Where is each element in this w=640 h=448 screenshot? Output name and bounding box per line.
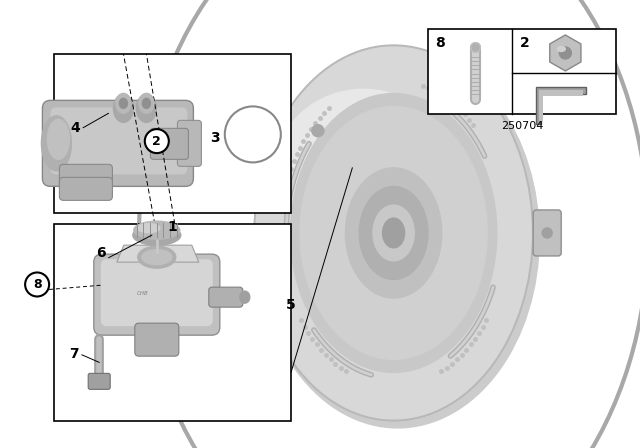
FancyBboxPatch shape [101,259,212,326]
Ellipse shape [373,205,414,261]
Ellipse shape [139,93,154,113]
Ellipse shape [291,94,497,372]
Ellipse shape [559,47,572,59]
Ellipse shape [256,48,540,428]
Ellipse shape [557,47,565,52]
Text: 2: 2 [152,134,161,148]
FancyBboxPatch shape [135,323,179,356]
FancyBboxPatch shape [150,129,188,159]
Ellipse shape [346,168,442,298]
FancyBboxPatch shape [177,121,202,166]
Ellipse shape [113,95,133,122]
Ellipse shape [300,107,487,359]
Text: 8: 8 [435,36,444,50]
Text: 250704: 250704 [500,121,543,131]
FancyBboxPatch shape [94,254,220,335]
Ellipse shape [136,95,156,122]
Ellipse shape [240,291,250,303]
Ellipse shape [120,99,127,108]
Circle shape [145,129,169,153]
Ellipse shape [256,47,531,419]
Ellipse shape [138,224,160,233]
Circle shape [25,272,49,297]
Ellipse shape [42,116,72,171]
Text: 5: 5 [286,297,296,312]
Ellipse shape [138,246,176,268]
Bar [428,29,616,114]
Polygon shape [536,87,586,124]
Ellipse shape [254,45,533,421]
FancyBboxPatch shape [209,287,243,307]
FancyBboxPatch shape [51,108,188,174]
Text: 3: 3 [210,131,220,146]
Polygon shape [550,35,581,71]
Ellipse shape [274,89,453,257]
Ellipse shape [143,99,150,108]
Polygon shape [540,90,584,121]
FancyBboxPatch shape [88,373,110,389]
FancyBboxPatch shape [60,177,113,200]
Ellipse shape [47,119,69,159]
Ellipse shape [134,221,180,239]
Ellipse shape [312,125,324,137]
Polygon shape [117,245,199,262]
Ellipse shape [133,225,181,245]
Text: 1: 1 [168,220,178,234]
Ellipse shape [383,218,404,248]
FancyBboxPatch shape [533,210,561,256]
Text: 2: 2 [520,36,529,50]
Text: CHB: CHB [137,291,148,296]
Ellipse shape [116,93,131,113]
Text: 6: 6 [96,246,106,260]
Text: 7: 7 [68,347,79,361]
Ellipse shape [142,250,172,265]
Ellipse shape [359,186,428,280]
Text: 4: 4 [70,121,81,135]
FancyBboxPatch shape [60,164,113,190]
Ellipse shape [542,228,552,238]
Bar [54,224,291,421]
Text: 8: 8 [33,278,42,291]
Bar [54,54,291,213]
FancyBboxPatch shape [42,100,193,186]
